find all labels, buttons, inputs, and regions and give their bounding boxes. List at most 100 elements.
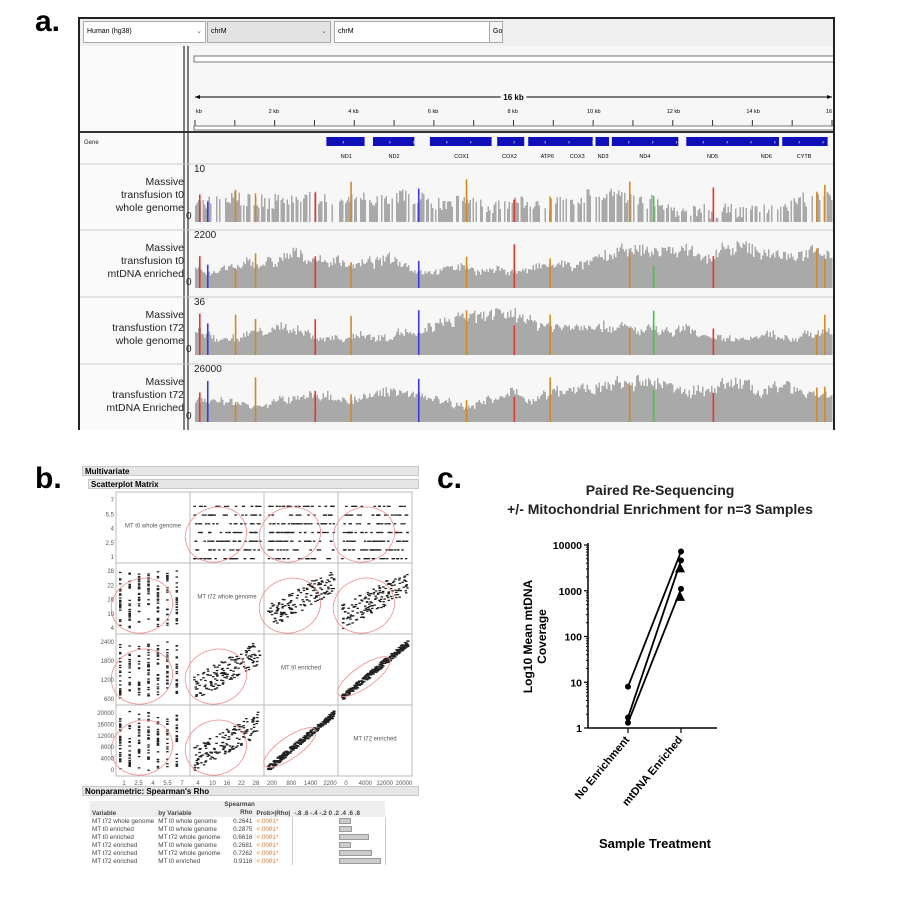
multivariate-header[interactable]: Multivariate <box>82 466 419 476</box>
coverage-bar <box>390 339 392 355</box>
scatter-point <box>276 605 279 607</box>
col-variable[interactable]: Variable <box>92 810 117 817</box>
rho-cell: 0.2681 <box>233 841 253 849</box>
scatter-point <box>147 678 150 680</box>
col-prob[interactable]: Prob>|Rho| <box>256 809 291 817</box>
coverage-bar <box>736 241 738 288</box>
scatter-point <box>406 531 409 534</box>
scatter-point <box>219 744 222 747</box>
scatter-point <box>377 523 380 525</box>
coverage-bar <box>555 203 557 222</box>
coverage-bar <box>225 338 227 355</box>
scatter-point <box>166 649 169 651</box>
scatter-point <box>345 505 348 508</box>
coverage-bar <box>406 266 408 288</box>
coverage-bar <box>357 335 359 355</box>
coverage-bar <box>321 261 323 288</box>
coverage-bar <box>201 270 203 288</box>
scatter-point <box>175 606 179 608</box>
locus-input[interactable]: chrM <box>334 21 490 43</box>
coverage-bar <box>804 202 806 222</box>
coverage-bar <box>802 333 804 355</box>
coverage-bar <box>424 328 426 355</box>
coverage-bar <box>681 330 683 355</box>
scatter-point <box>137 713 141 715</box>
coverage-bar <box>265 334 267 355</box>
scatter-point <box>137 748 141 751</box>
coverage-bar <box>703 334 705 355</box>
coverage-bar <box>223 338 225 355</box>
coverage-bar <box>435 396 437 422</box>
scatter-point <box>367 558 371 560</box>
coverage-bar <box>762 394 764 422</box>
coverage-bar <box>610 255 612 288</box>
coverage-bar <box>450 401 452 422</box>
variant-bar <box>513 397 516 422</box>
coverage-bar <box>813 391 815 422</box>
coverage-bar <box>550 198 552 222</box>
coverage-bar <box>568 325 570 355</box>
scatter-point <box>175 719 179 721</box>
scatter-point <box>234 558 238 560</box>
scatter-point <box>128 626 131 629</box>
scatter-point <box>128 690 131 692</box>
coverage-bar <box>346 338 348 355</box>
scatter-point <box>207 754 211 756</box>
scatter-point <box>202 693 206 696</box>
scatter-point <box>281 598 285 601</box>
coverage-bar <box>672 384 674 422</box>
scatter-point <box>128 660 131 662</box>
coverage-bar <box>231 398 233 422</box>
scatter-point <box>319 577 323 579</box>
scatter-point <box>255 720 259 722</box>
coverage-bar <box>640 196 642 222</box>
row-tick-label: 0 <box>111 768 115 774</box>
coverage-bar <box>202 334 204 355</box>
col-rho[interactable]: Spearman Rho <box>224 801 255 816</box>
coverage-bar <box>318 340 320 355</box>
scatter-point <box>395 591 398 594</box>
coverage-bar <box>469 268 471 288</box>
scatter-point <box>271 765 275 767</box>
coverage-bar <box>228 402 230 422</box>
coverage-bar <box>378 395 380 422</box>
genome-select[interactable]: Human (hg38) ⌄ <box>83 21 206 43</box>
coverage-bar <box>373 268 375 288</box>
chromosome-select[interactable]: chrM ⌄ <box>207 21 331 43</box>
scatter-point <box>156 759 160 761</box>
coverage-bar <box>388 252 390 288</box>
go-button[interactable]: Go <box>489 21 503 43</box>
scatter-point <box>372 593 375 595</box>
coverage-bar <box>333 257 335 288</box>
scatter-point <box>147 593 150 595</box>
coverage-bar <box>381 195 383 222</box>
scatter-point <box>281 612 284 615</box>
coverage-bar <box>714 338 716 355</box>
coverage-bar <box>570 199 572 222</box>
scatter-point <box>354 688 358 690</box>
scatter-point <box>244 540 247 542</box>
gene-label: ND6 <box>761 154 772 160</box>
coverage-bar <box>198 328 200 355</box>
variant-bar <box>314 319 317 355</box>
coverage-bar <box>228 340 230 355</box>
scatter-point <box>119 661 122 663</box>
coverage-bar <box>469 313 471 355</box>
scatter-point <box>196 745 199 747</box>
scatter-point <box>206 673 209 676</box>
spearman-header[interactable]: Nonparametric: Spearman's Rho <box>82 786 419 796</box>
coverage-bar <box>444 401 446 422</box>
scatter-point <box>306 558 309 560</box>
col-by-variable[interactable]: by Variable <box>158 810 192 817</box>
coverage-bar <box>307 397 309 422</box>
scatter-point <box>175 686 179 688</box>
coverage-bar <box>597 387 599 422</box>
coverage-bar <box>300 250 302 288</box>
scatter-point <box>239 662 243 664</box>
coverage-bar <box>402 333 404 355</box>
scatterplot-matrix-header[interactable]: Scatterplot Matrix <box>88 479 419 489</box>
data-point <box>625 719 631 726</box>
scatter-point <box>297 590 301 592</box>
coverage-bar <box>453 269 455 288</box>
coverage-bar <box>592 393 594 422</box>
